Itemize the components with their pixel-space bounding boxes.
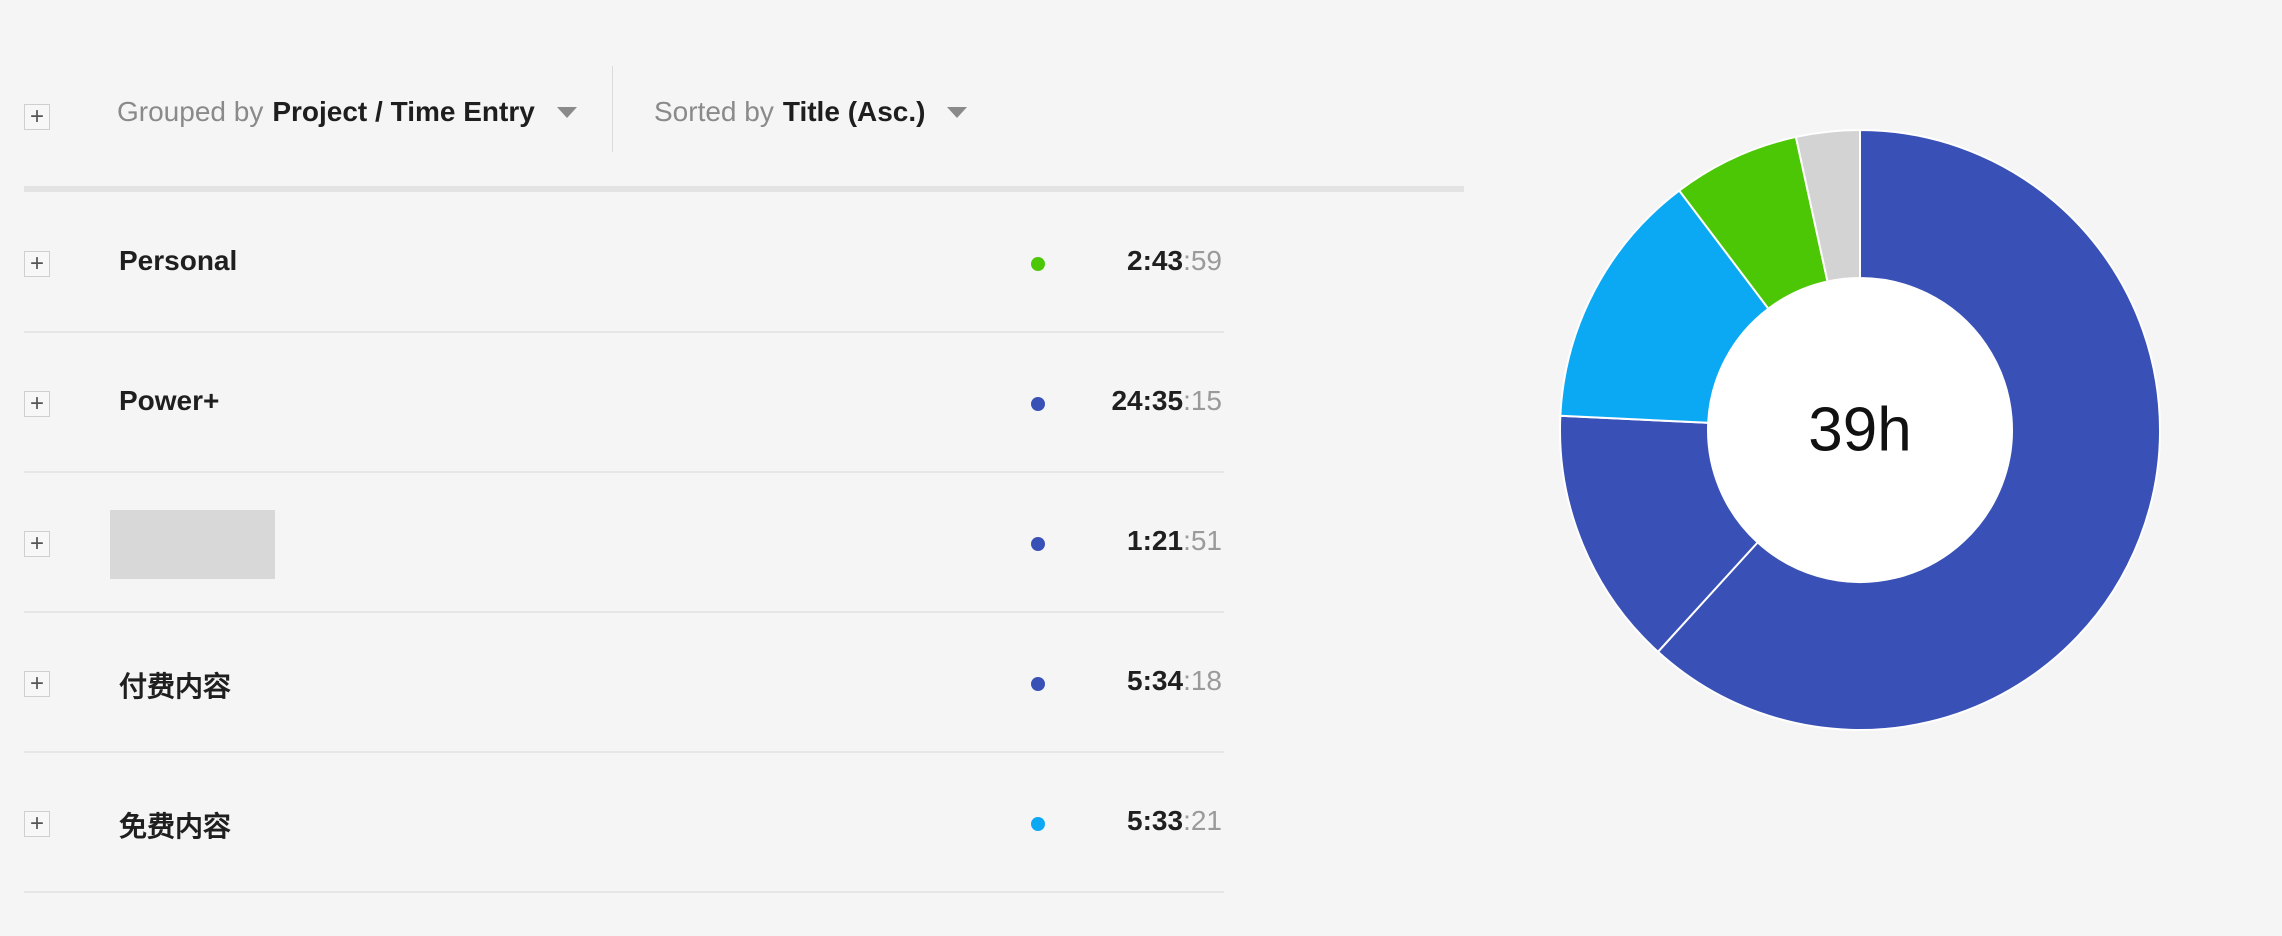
expand-all-button[interactable]: + [24,104,50,130]
project-color-dot [1031,817,1045,831]
project-color-dot [1031,537,1045,551]
group-by-dropdown[interactable]: Grouped by Project / Time Entry [117,92,577,132]
duration-seconds: :51 [1183,525,1222,556]
sort-by-prefix: Sorted by [654,96,774,127]
caret-down-icon [947,106,968,118]
donut-chart-svg: 39h [1559,128,2161,731]
row-divider [24,891,1224,893]
sort-by-value: Title (Asc.) [782,96,926,127]
header-divider [24,186,1464,192]
duration-seconds: :21 [1183,805,1222,836]
group-by-prefix: Grouped by [117,96,264,127]
project-title: Personal [119,245,238,276]
plus-icon: + [29,250,44,277]
duration-seconds: :18 [1183,665,1222,696]
project-duration: 1:21:51 [1127,525,1222,557]
project-row[interactable]: + Personal 2:43:59 [0,193,1226,333]
redacted-project-title [110,510,275,579]
plus-icon: + [29,810,44,837]
plus-icon: + [29,103,44,130]
project-title: Power+ [119,385,220,416]
donut-hole [1708,278,2012,582]
group-by-value: Project / Time Entry [272,96,535,127]
project-row[interactable]: + 免费内容 5:33:21 [0,753,1226,893]
sort-by-dropdown[interactable]: Sorted by Title (Asc.) [654,92,968,132]
project-duration: 24:35:15 [1111,385,1222,417]
project-duration: 5:33:21 [1127,805,1222,837]
plus-icon: + [29,530,44,557]
duration-hours-minutes: 5:33 [1127,805,1184,836]
expand-row-button[interactable]: + [24,251,50,277]
project-duration: 2:43:59 [1127,245,1222,277]
expand-row-button[interactable]: + [24,391,50,417]
duration-hours-minutes: 24:35 [1111,385,1184,416]
project-color-dot [1031,677,1045,691]
duration-seconds: :59 [1183,245,1222,276]
project-title: 免费内容 [119,810,232,843]
duration-seconds: :15 [1183,385,1222,416]
project-row[interactable]: + 1:21:51 [0,473,1226,613]
expand-row-button[interactable]: + [24,671,50,697]
plus-icon: + [29,390,44,417]
expand-row-button[interactable]: + [24,811,50,837]
project-title: 付费内容 [119,670,232,703]
row-divider [24,331,1224,333]
duration-hours-minutes: 2:43 [1127,245,1184,276]
row-divider [24,471,1224,473]
project-color-dot [1031,397,1045,411]
row-divider [24,751,1224,753]
total-hours-label: 39h [1808,396,1911,465]
plus-icon: + [29,670,44,697]
project-row[interactable]: + 付费内容 5:34:18 [0,613,1226,753]
expand-row-button[interactable]: + [24,531,50,557]
duration-hours-minutes: 1:21 [1127,525,1184,556]
project-duration: 5:34:18 [1127,665,1222,697]
row-divider [24,611,1224,613]
toolbar: + Grouped by Project / Time Entry Sorted… [0,0,1466,190]
project-row[interactable]: + Power+ 24:35:15 [0,333,1226,473]
toolbar-divider [612,66,613,152]
project-color-dot [1031,257,1045,271]
donut-chart: 39h [1540,110,2180,750]
duration-hours-minutes: 5:34 [1127,665,1184,696]
caret-down-icon [556,106,577,118]
